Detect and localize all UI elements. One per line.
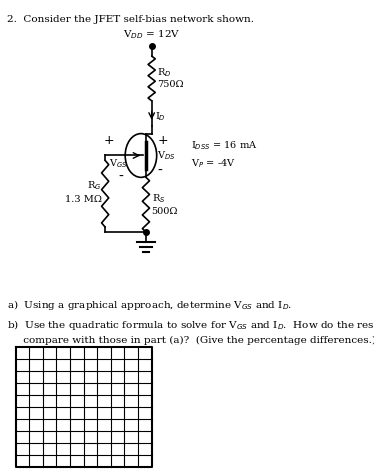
- Text: V$_{DS}$: V$_{DS}$: [157, 149, 176, 162]
- Text: b)  Use the quadratic formula to solve for V$_{GS}$ and I$_D$.  How do the resul: b) Use the quadratic formula to solve fo…: [7, 317, 374, 332]
- Text: R$_S$: R$_S$: [152, 192, 165, 205]
- Text: 500Ω: 500Ω: [152, 207, 178, 216]
- Text: +: +: [157, 134, 168, 147]
- Text: -: -: [157, 163, 162, 177]
- Text: 750Ω: 750Ω: [157, 80, 184, 89]
- Text: V$_P$ = -4V: V$_P$ = -4V: [191, 157, 236, 170]
- Text: I$_D$: I$_D$: [155, 110, 166, 123]
- Text: a)  Using a graphical approach, determine V$_{GS}$ and I$_D$.: a) Using a graphical approach, determine…: [7, 298, 292, 312]
- Text: -: -: [119, 171, 123, 184]
- Text: R$_D$: R$_D$: [157, 66, 172, 79]
- Text: V$_{DD}$ = 12V: V$_{DD}$ = 12V: [123, 28, 180, 41]
- Text: V$_{GS}$: V$_{GS}$: [109, 157, 127, 170]
- Text: compare with those in part (a)?  (Give the percentage differences.): compare with those in part (a)? (Give th…: [7, 335, 374, 344]
- Text: +: +: [104, 134, 114, 147]
- Text: 2.  Consider the JFET self-bias network shown.: 2. Consider the JFET self-bias network s…: [7, 15, 254, 24]
- Text: R$_G$: R$_G$: [87, 180, 102, 192]
- Text: I$_{DSS}$ = 16 mA: I$_{DSS}$ = 16 mA: [191, 139, 257, 152]
- Text: 1.3 MΩ: 1.3 MΩ: [65, 195, 102, 204]
